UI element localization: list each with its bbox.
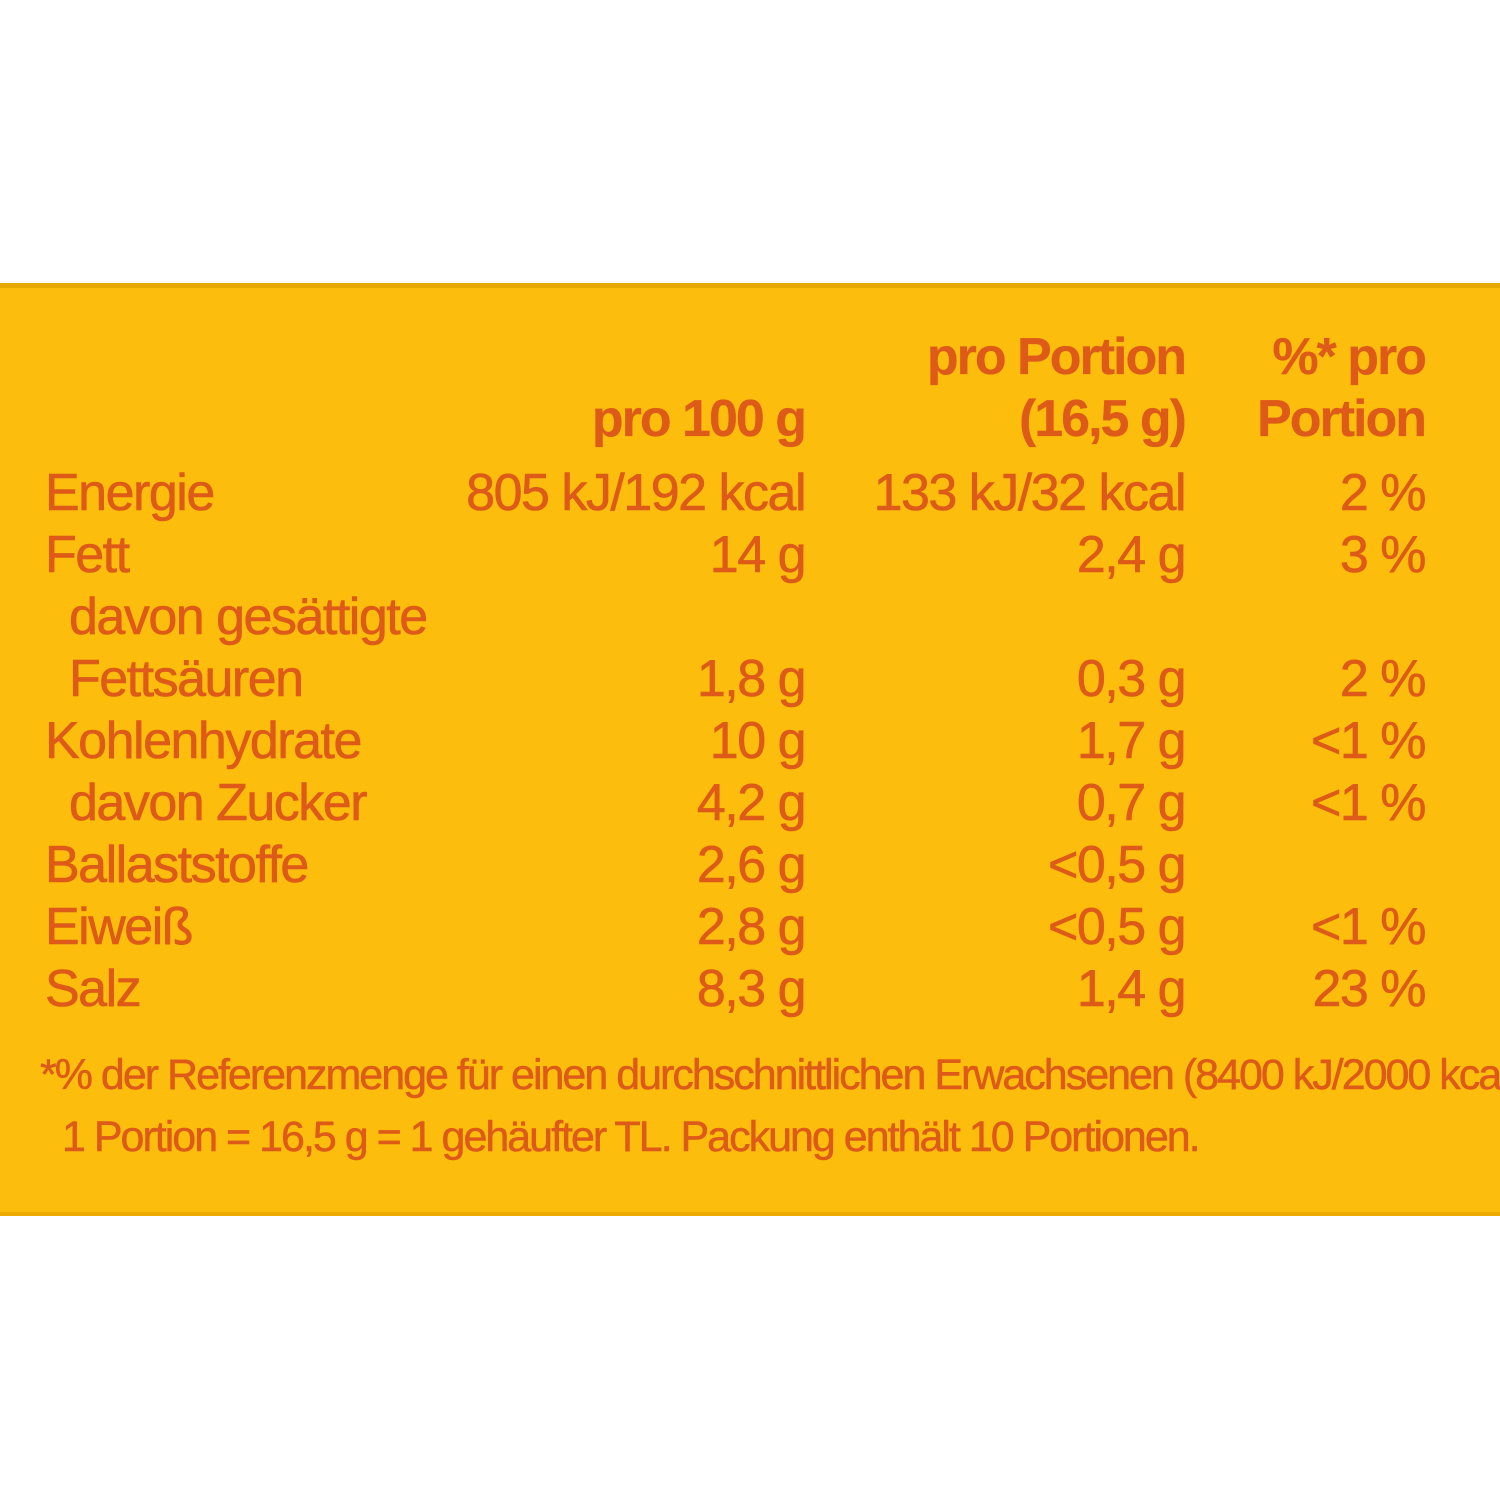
footnote-reference-amount: *% der Referenzmenge für einen durchschn… bbox=[40, 1051, 1500, 1100]
row-value-per-portion: <0,5 g bbox=[1047, 898, 1187, 957]
table-rows: Energie 805 kJ/192 kcal 133 kJ/32 kcal 2… bbox=[45, 462, 1427, 1020]
header-per-portion-line1: pro Portion bbox=[926, 328, 1187, 386]
header-per-100g-line2: pro 100 g bbox=[591, 390, 807, 448]
row-value-per-100g: 8,3 g bbox=[696, 960, 807, 1019]
row-value-per-portion: 0,3 g bbox=[1076, 650, 1187, 709]
header-spacer bbox=[45, 450, 1425, 462]
nutrition-table: pro Portion %* pro pro 100 g (16,5 g) Po… bbox=[45, 326, 1427, 1020]
row-value-per-portion: 1,7 g bbox=[1076, 712, 1187, 771]
table-row: Kohlenhydrate 10 g 1,7 g <1 % bbox=[45, 710, 1427, 772]
table-row: Fett 14 g 2,4 g 3 % bbox=[45, 524, 1427, 586]
row-value-percent: 2 % bbox=[1339, 464, 1427, 523]
row-value-per-portion: 133 kJ/32 kcal bbox=[873, 464, 1187, 523]
row-label: Salz bbox=[45, 960, 142, 1019]
table-row: davon gesättigte bbox=[45, 586, 1425, 648]
row-label: Kohlenhydrate bbox=[45, 712, 363, 771]
header-per-100g-line1 bbox=[425, 326, 805, 388]
table-row: Energie 805 kJ/192 kcal 133 kJ/32 kcal 2… bbox=[45, 462, 1427, 524]
row-value-per-100g: 10 g bbox=[709, 712, 806, 771]
row-value-percent bbox=[1185, 586, 1425, 648]
row-value-per-portion: 1,4 g bbox=[1076, 960, 1187, 1019]
row-label: Ballaststoffe bbox=[45, 836, 310, 895]
row-value-percent: <1 % bbox=[1311, 774, 1427, 833]
row-value-percent: 23 % bbox=[1312, 960, 1427, 1019]
footnote-portion-info: 1 Portion = 16,5 g = 1 gehäufter TL. Pac… bbox=[62, 1113, 1201, 1162]
row-label: davon Zucker bbox=[69, 774, 368, 833]
row-label: davon gesättigte bbox=[69, 588, 429, 647]
row-value-percent: <1 % bbox=[1311, 712, 1427, 771]
row-label: Fettsäuren bbox=[69, 650, 305, 709]
table-row: Eiweiß 2,8 g <0,5 g <1 % bbox=[45, 896, 1427, 958]
row-value-per-portion bbox=[805, 586, 1185, 648]
row-value-per-100g: 14 g bbox=[709, 526, 806, 585]
table-row: Ballaststoffe 2,6 g <0,5 g bbox=[45, 834, 1425, 896]
table-header-line-1: pro Portion %* pro bbox=[45, 326, 1427, 388]
row-value-percent: <1 % bbox=[1311, 898, 1427, 957]
row-value-per-100g: 2,6 g bbox=[696, 836, 807, 895]
row-value-percent: 2 % bbox=[1339, 650, 1427, 709]
footnotes: *% der Referenzmenge für einen durchschn… bbox=[40, 1044, 1500, 1168]
row-value-percent: 3 % bbox=[1339, 526, 1427, 585]
row-value-per-100g: 2,8 g bbox=[696, 898, 807, 957]
nutrition-panel: pro Portion %* pro pro 100 g (16,5 g) Po… bbox=[0, 283, 1500, 1216]
table-row: Fettsäuren 1,8 g 0,3 g 2 % bbox=[45, 648, 1427, 710]
header-empty bbox=[45, 388, 425, 450]
header-percent-line1: %* pro bbox=[1272, 328, 1427, 386]
table-row: Salz 8,3 g 1,4 g 23 % bbox=[45, 958, 1427, 1020]
header-per-portion-line2: (16,5 g) bbox=[1018, 390, 1187, 448]
row-value-per-100g: 1,8 g bbox=[696, 650, 807, 709]
row-value-per-100g bbox=[425, 586, 805, 648]
header-percent-line2: Portion bbox=[1257, 390, 1427, 448]
row-value-per-portion: 2,4 g bbox=[1076, 526, 1187, 585]
row-value-per-100g: 805 kJ/192 kcal bbox=[466, 464, 807, 523]
row-label: Energie bbox=[45, 464, 216, 523]
row-label: Fett bbox=[45, 526, 131, 585]
row-label: Eiweiß bbox=[45, 898, 194, 957]
table-row: davon Zucker 4,2 g 0,7 g <1 % bbox=[45, 772, 1427, 834]
row-value-per-100g: 4,2 g bbox=[696, 774, 807, 833]
row-value-per-portion: 0,7 g bbox=[1076, 774, 1187, 833]
row-value-percent bbox=[1185, 834, 1425, 896]
header-empty bbox=[45, 326, 425, 388]
row-value-per-portion: <0,5 g bbox=[1047, 836, 1187, 895]
table-header-line-2: pro 100 g (16,5 g) Portion bbox=[45, 388, 1427, 450]
